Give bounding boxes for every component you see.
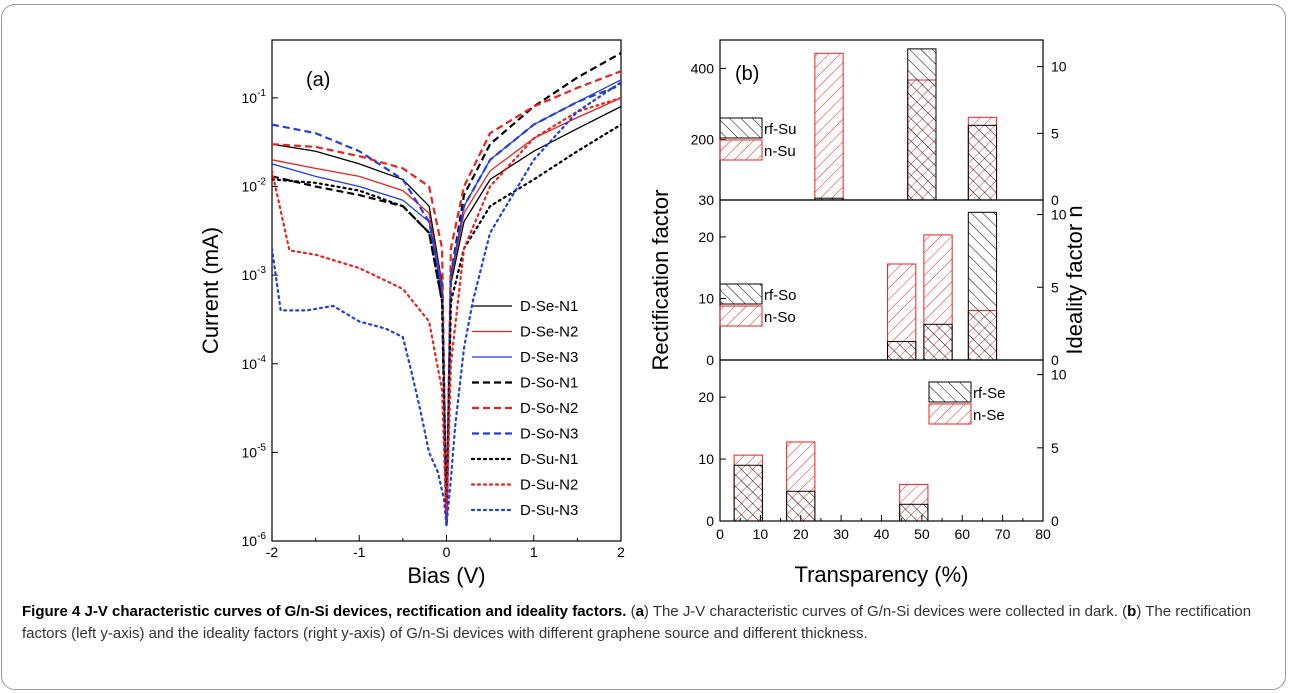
- bar-rf-so: [967, 211, 998, 361]
- left-tick-label: 10: [698, 451, 714, 467]
- subplot-bottom: 0 10 20 0 5 10 rf-Se n-Se: [698, 359, 1067, 529]
- right-tick-label: 0: [1051, 513, 1059, 529]
- right-tick-label: 5: [1051, 279, 1059, 295]
- legend-label: D-Su-N1: [520, 451, 578, 468]
- panel-label-a: (a): [306, 69, 330, 91]
- figure-frame: [1, 4, 1286, 690]
- right-tick-label: 0: [1051, 352, 1059, 368]
- legend-label: D-Su-N3: [520, 502, 578, 519]
- legend-label: n-Su: [764, 143, 796, 160]
- caption-part-a-letter: a: [635, 603, 644, 620]
- x-tick-label: 20: [793, 526, 809, 542]
- x-tick-label: 60: [954, 526, 970, 542]
- x-axis-label: Bias (V): [407, 563, 485, 588]
- left-tick-label: 20: [698, 229, 714, 245]
- bar-rf-se: [786, 490, 816, 522]
- panel-label-b: (b): [735, 63, 759, 85]
- left-tick-label: 30: [698, 192, 714, 208]
- bar-rf-so: [923, 323, 953, 361]
- x-tick-label: 0: [716, 526, 724, 542]
- right-tick-label: 0: [1051, 192, 1059, 208]
- figure-caption: Figure 4 J-V characteristic curves of G/…: [22, 601, 1270, 645]
- x-axis-label: Transparency (%): [794, 562, 968, 587]
- legend-label: D-Se-N1: [520, 298, 578, 315]
- panel-b-factor-chart: 302004000510rf-Sun-Su010200510rf-Son-So0…: [648, 39, 1087, 587]
- x-tick-label: 0: [443, 544, 451, 560]
- left-tick-label: 0: [706, 352, 714, 368]
- series-line-d-su-n3: [272, 81, 621, 526]
- legend-label: D-Se-N3: [520, 349, 578, 366]
- y-tick-label: 10-5: [242, 442, 267, 460]
- legend-label: D-So-N1: [520, 375, 578, 392]
- bar-rf-su: [907, 48, 937, 201]
- legend-swatch: [928, 403, 972, 425]
- legend-swatch: [719, 139, 763, 161]
- panel-a-jv-chart: -2 -1 0 1 2 10-6 10-5 10-4 10-3 10-2 10-1 Bias (V) C…: [198, 39, 625, 588]
- subplot-middle: 0 10 20 0 5 10 rf-So n-So: [698, 199, 1067, 368]
- left-tick-label: 200: [691, 132, 715, 148]
- y-tick-label: 10-2: [242, 177, 267, 195]
- x-tick-label: 2: [617, 544, 625, 560]
- legend-label: rf-Se: [973, 385, 1006, 402]
- right-tick-label: 10: [1051, 207, 1067, 223]
- left-tick-label: 10: [698, 290, 714, 306]
- right-tick-label: 10: [1051, 59, 1067, 75]
- right-tick-label: 10: [1051, 367, 1067, 383]
- subplot-top: 30 200 400 0 5 10 rf-Su n-Su: [691, 39, 1067, 208]
- x-tick-label: 10: [753, 526, 769, 542]
- series-line-d-so-n2: [272, 70, 621, 526]
- legend-label: n-Se: [973, 407, 1005, 424]
- bar-rf-so: [887, 341, 917, 361]
- legend-label: D-Se-N2: [520, 324, 578, 341]
- bar-rf-su: [967, 124, 998, 201]
- series-line-d-su-n1: [272, 123, 621, 526]
- y-tick-label: 10-1: [242, 88, 267, 106]
- figure-canvas: -2 -1 0 1 2 10-6 10-5 10-4 10-3 10-2 10-1 Bias (V) C…: [198, 39, 1087, 588]
- left-tick-label: 400: [691, 60, 715, 76]
- x-tick-label: -1: [353, 544, 366, 560]
- legend-label: D-Su-N2: [520, 477, 578, 494]
- legend-label: n-So: [764, 309, 796, 326]
- legend-swatch: [719, 305, 763, 327]
- legend-swatch: [719, 117, 763, 139]
- x-tick-label: 1: [530, 544, 538, 560]
- caption-title: Figure 4 J-V characteristic curves of G/…: [22, 603, 627, 620]
- legend-label: D-So-N2: [520, 400, 578, 417]
- legend-label: D-So-N3: [520, 426, 578, 443]
- legend-swatch: [928, 381, 972, 403]
- right-tick-label: 5: [1051, 125, 1059, 141]
- x-tick-label: 80: [1035, 526, 1051, 542]
- x-tick-label: 40: [874, 526, 890, 542]
- bar-rf-se: [899, 503, 929, 522]
- bar-rf-se: [733, 464, 763, 522]
- legend-label: rf-So: [764, 287, 797, 304]
- y-tick-label: 10-4: [242, 354, 267, 372]
- caption-part-b-letter: b: [1127, 603, 1137, 620]
- x-tick-label: -2: [266, 544, 279, 560]
- x-tick-label: 50: [914, 526, 930, 542]
- left-tick-label: 20: [698, 389, 714, 405]
- y-tick-label: 10-6: [242, 531, 267, 549]
- caption-part-a-text: ) The J-V characteristic curves of G/n-S…: [643, 603, 1128, 620]
- caption-part-b-text: ) The rectification factors (left y-axis…: [22, 603, 1252, 642]
- left-tick-label: 0: [706, 513, 714, 529]
- x-tick-label: 30: [833, 526, 849, 542]
- x-tick-label: 70: [995, 526, 1011, 542]
- y-axis-label: Current (mA): [198, 227, 223, 354]
- bar-n-su: [814, 52, 844, 201]
- caption-part-a-open: (: [630, 603, 636, 620]
- legend-label: rf-Su: [764, 121, 797, 138]
- right-tick-label: 5: [1051, 440, 1059, 456]
- y-axis-label-right: Ideality factor n: [1062, 205, 1087, 354]
- series-line-d-su-n2: [272, 96, 621, 526]
- y-axis-label-left: Rectification factor: [648, 190, 673, 371]
- y-tick-label: 10-3: [242, 265, 267, 283]
- legend-swatch: [719, 283, 763, 305]
